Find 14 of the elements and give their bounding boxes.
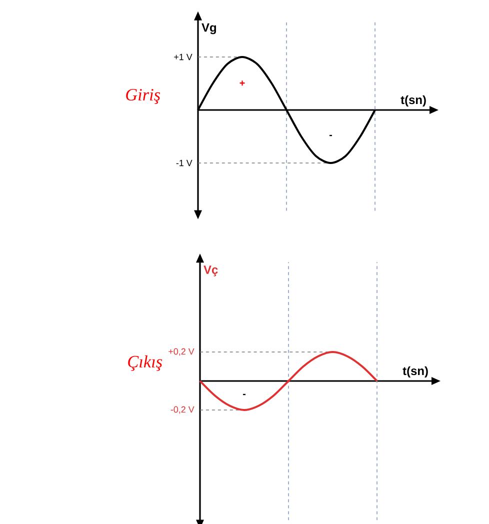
y-tick-label: -0,2 V [170,406,194,414]
y-axis-title: Vg [202,23,216,34]
annotation: - [242,394,246,396]
y-tick-label: +0,2 V [168,348,194,356]
text: Çıkış [128,355,162,371]
y-tick-label: +1 V [174,54,192,60]
line-series [199,350,378,411]
y-tick-label: -1 V [176,160,192,166]
x-axis-title: t(sn) [402,366,428,378]
annotation: - [329,134,332,136]
text: Giriş [126,88,160,104]
annotation: + [240,80,245,86]
y-axis-title: Vç [204,266,218,276]
x-axis-title: t(sn) [400,95,426,106]
